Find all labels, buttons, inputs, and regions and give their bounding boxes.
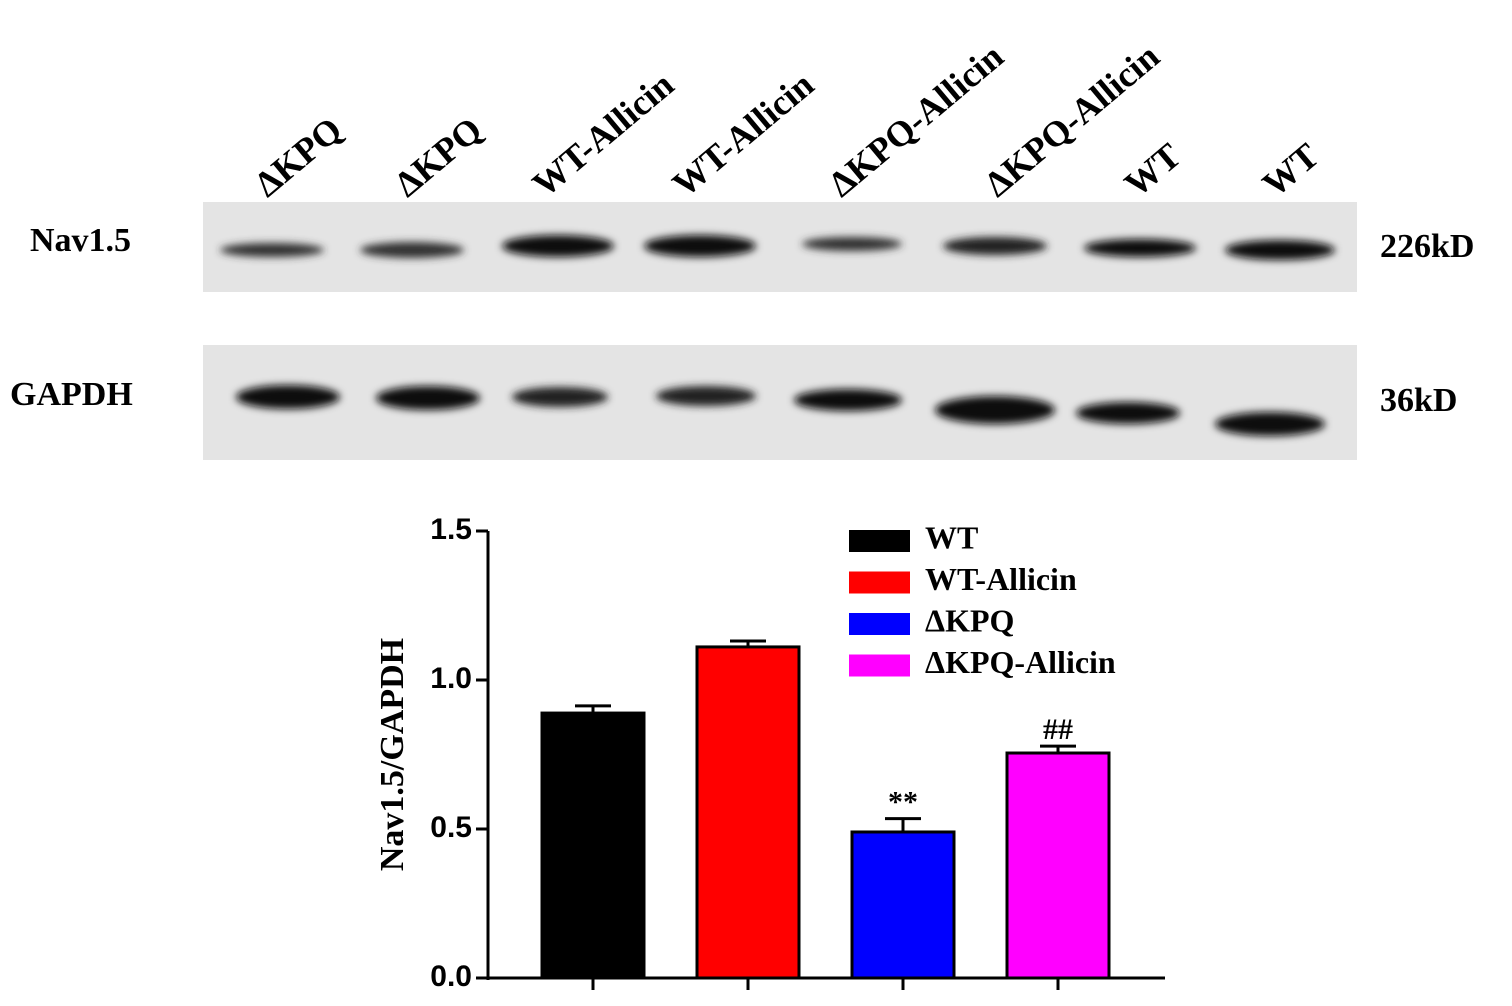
lane-label: WT-Allicin [525,64,681,204]
bar [695,645,801,980]
blot-strip [203,345,1357,460]
y-axis-label: Nav1.5/GAPDH [374,638,411,871]
lane-label: ΔKPQ [387,109,490,204]
row-label: Nav1.5 [30,222,131,259]
legend-label: ΔKPQ-Allicin [925,644,1116,680]
bar [540,711,646,980]
lane-label: ΔKPQ [247,109,350,204]
row-label: GAPDH [10,376,133,413]
bar [1005,751,1111,980]
legend-label: WT [925,519,978,555]
y-tick-label: 0.0 [430,960,472,993]
significance: ## [1043,713,1073,746]
y-tick-label: 0.5 [430,811,472,844]
lane-label: WT-Allicin [665,64,821,204]
legend-swatch [849,530,910,552]
legend-label: WT-Allicin [925,561,1077,597]
legend-swatch [849,571,910,594]
y-tick-label: 1.5 [430,513,472,546]
legend-swatch [849,654,910,677]
legend-swatch [849,613,910,635]
bar [850,830,956,980]
legend-label: ΔKPQ [925,602,1014,638]
size-label: 226kD [1380,228,1474,265]
lane-label: WT [1117,135,1189,204]
significance: ** [888,785,918,818]
blot-bands [220,235,1335,436]
y-tick-label: 1.0 [430,662,472,695]
size-label: 36kD [1380,382,1457,419]
lane-label: WT [1255,135,1327,204]
